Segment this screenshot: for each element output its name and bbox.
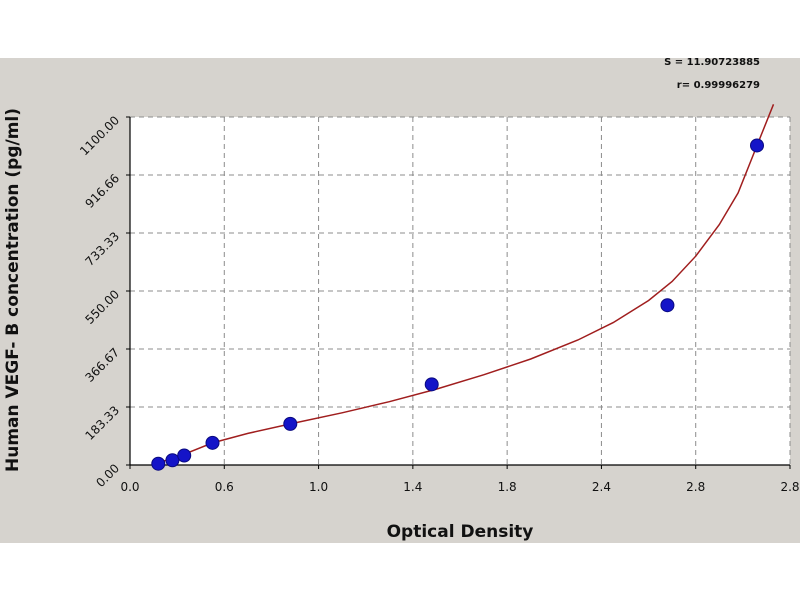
- x-axis-title: Optical Density: [387, 522, 534, 542]
- data-points-layer: [151, 138, 764, 471]
- y-axis-title: Human VEGF- B concentration (pg/ml): [3, 108, 23, 472]
- x-tick-label: 1.4: [403, 480, 422, 494]
- fit-curve-layer: [153, 104, 775, 465]
- data-point: [424, 377, 439, 392]
- y-tick-label: 183.33: [83, 403, 123, 443]
- y-tick-label: 550.00: [83, 287, 123, 327]
- stat-s-value: S = 11.90723885: [664, 57, 760, 68]
- y-tick-label: 916.66: [83, 171, 123, 211]
- x-tick-label: 0.6: [215, 480, 234, 494]
- y-tick-label: 1100.00: [77, 113, 122, 158]
- x-tick-labels: 0.0 0.6 1.0 1.4 1.8 2.4 2.8 2.8: [120, 480, 799, 494]
- y-tick-label: 733.33: [83, 229, 123, 269]
- x-tick-label: 1.8: [498, 480, 517, 494]
- x-tick-label: 2.4: [592, 480, 611, 494]
- data-point: [660, 298, 675, 313]
- data-point: [177, 448, 192, 463]
- x-tick-label: 2.8: [686, 480, 705, 494]
- x-tick-label: 1.0: [309, 480, 328, 494]
- data-point: [151, 456, 166, 471]
- y-tick-label: 0.00: [93, 461, 122, 490]
- y-tick-label: 366.67: [83, 345, 123, 385]
- fit-curve: [153, 104, 775, 465]
- data-point: [165, 453, 180, 468]
- x-tick-label: 0.0: [120, 480, 139, 494]
- data-point: [205, 435, 220, 450]
- grid-lines: [130, 116, 791, 465]
- data-point: [750, 138, 764, 153]
- y-tick-labels: 0.00 183.33 366.67 550.00 733.33 916.66 1100.0…: [77, 113, 122, 490]
- data-point: [283, 416, 298, 431]
- x-tick-label: 2.8: [780, 480, 799, 494]
- stat-r-value: r= 0.99996279: [677, 80, 760, 91]
- axes: [126, 116, 791, 469]
